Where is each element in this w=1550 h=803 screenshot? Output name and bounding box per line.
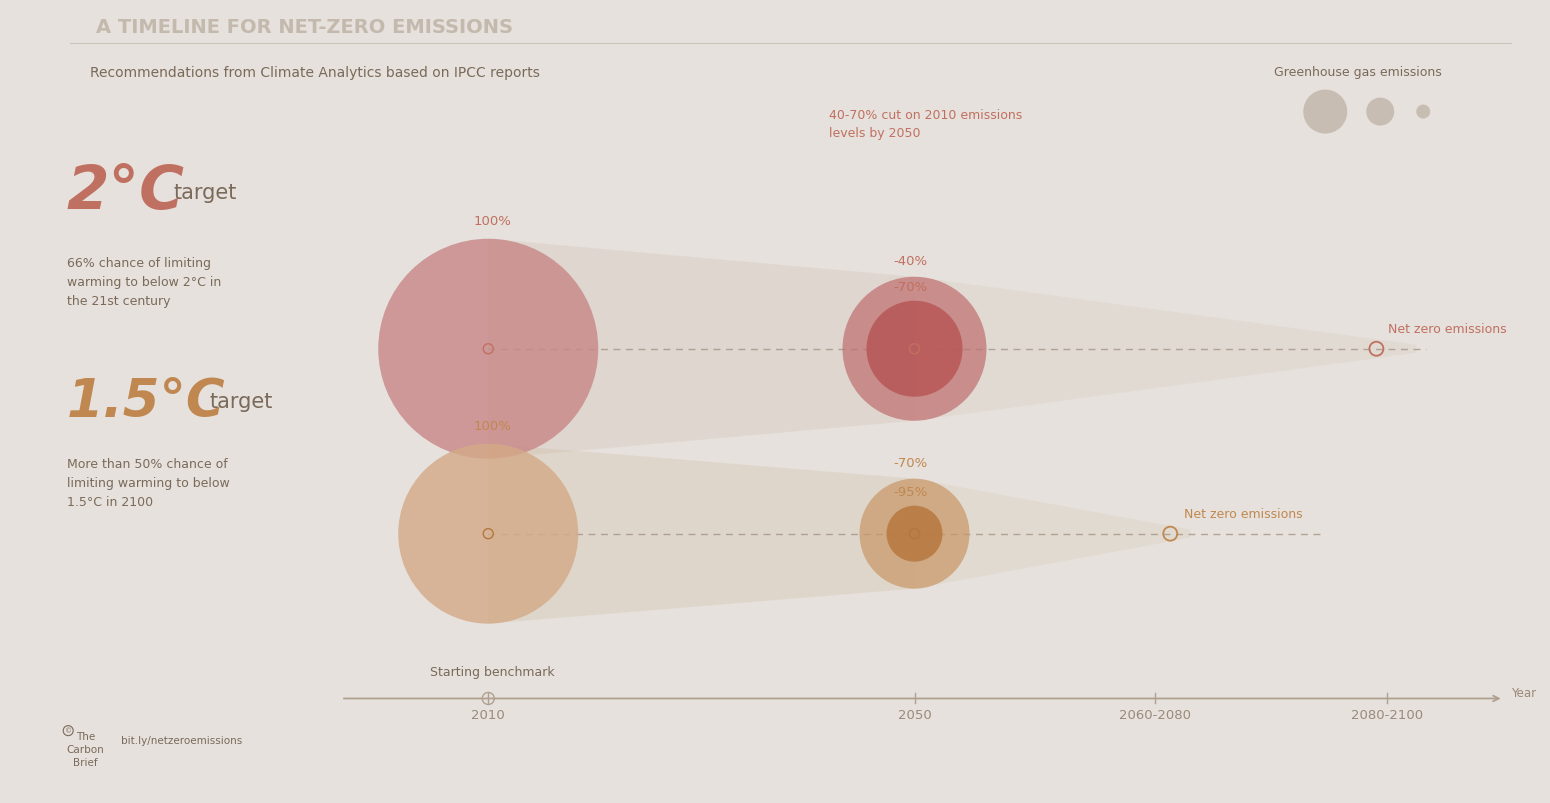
Text: ©: © <box>65 728 71 734</box>
Ellipse shape <box>398 444 578 624</box>
Text: 66% chance of limiting
warming to below 2°C in
the 21st century: 66% chance of limiting warming to below … <box>67 257 222 308</box>
Text: 2080-2100: 2080-2100 <box>1352 708 1423 722</box>
Ellipse shape <box>378 239 598 459</box>
Text: -70%: -70% <box>893 280 927 293</box>
Text: The
Carbon
Brief: The Carbon Brief <box>67 731 104 767</box>
Text: target: target <box>174 183 237 202</box>
Text: Recommendations from Climate Analytics based on IPCC reports: Recommendations from Climate Analytics b… <box>90 66 539 79</box>
Text: Net zero emissions: Net zero emissions <box>1184 507 1304 520</box>
Ellipse shape <box>887 506 942 562</box>
Text: 100%: 100% <box>473 419 512 432</box>
Text: 2050: 2050 <box>897 708 932 722</box>
Text: 100%: 100% <box>473 214 512 227</box>
Text: More than 50% chance of
limiting warming to below
1.5°C in 2100: More than 50% chance of limiting warming… <box>67 458 229 508</box>
Polygon shape <box>488 444 914 624</box>
Ellipse shape <box>860 479 969 589</box>
Ellipse shape <box>1366 99 1395 126</box>
Text: Greenhouse gas emissions: Greenhouse gas emissions <box>1274 66 1442 79</box>
Ellipse shape <box>1417 105 1431 120</box>
Polygon shape <box>914 277 1417 422</box>
Text: -70%: -70% <box>893 456 927 469</box>
Text: Net zero emissions: Net zero emissions <box>1389 322 1507 336</box>
Polygon shape <box>488 239 914 459</box>
Text: 1.5°C: 1.5°C <box>67 376 225 427</box>
Text: -95%: -95% <box>893 485 927 498</box>
Text: 2010: 2010 <box>471 708 505 722</box>
Text: Starting benchmark: Starting benchmark <box>429 666 555 679</box>
Text: target: target <box>209 392 273 411</box>
Text: bit.ly/netzeroemissions: bit.ly/netzeroemissions <box>121 735 242 744</box>
Text: A TIMELINE FOR NET-ZERO EMISSIONS: A TIMELINE FOR NET-ZERO EMISSIONS <box>96 18 513 37</box>
Text: 2060-2080: 2060-2080 <box>1119 708 1190 722</box>
Polygon shape <box>914 479 1190 589</box>
Text: -40%: -40% <box>893 255 927 267</box>
Ellipse shape <box>1304 91 1347 134</box>
Text: 40-70% cut on 2010 emissions
levels by 2050: 40-70% cut on 2010 emissions levels by 2… <box>829 108 1023 140</box>
Text: Year: Year <box>1511 686 1536 699</box>
Ellipse shape <box>843 277 986 422</box>
Text: 2°C: 2°C <box>67 163 184 222</box>
Ellipse shape <box>866 301 963 397</box>
